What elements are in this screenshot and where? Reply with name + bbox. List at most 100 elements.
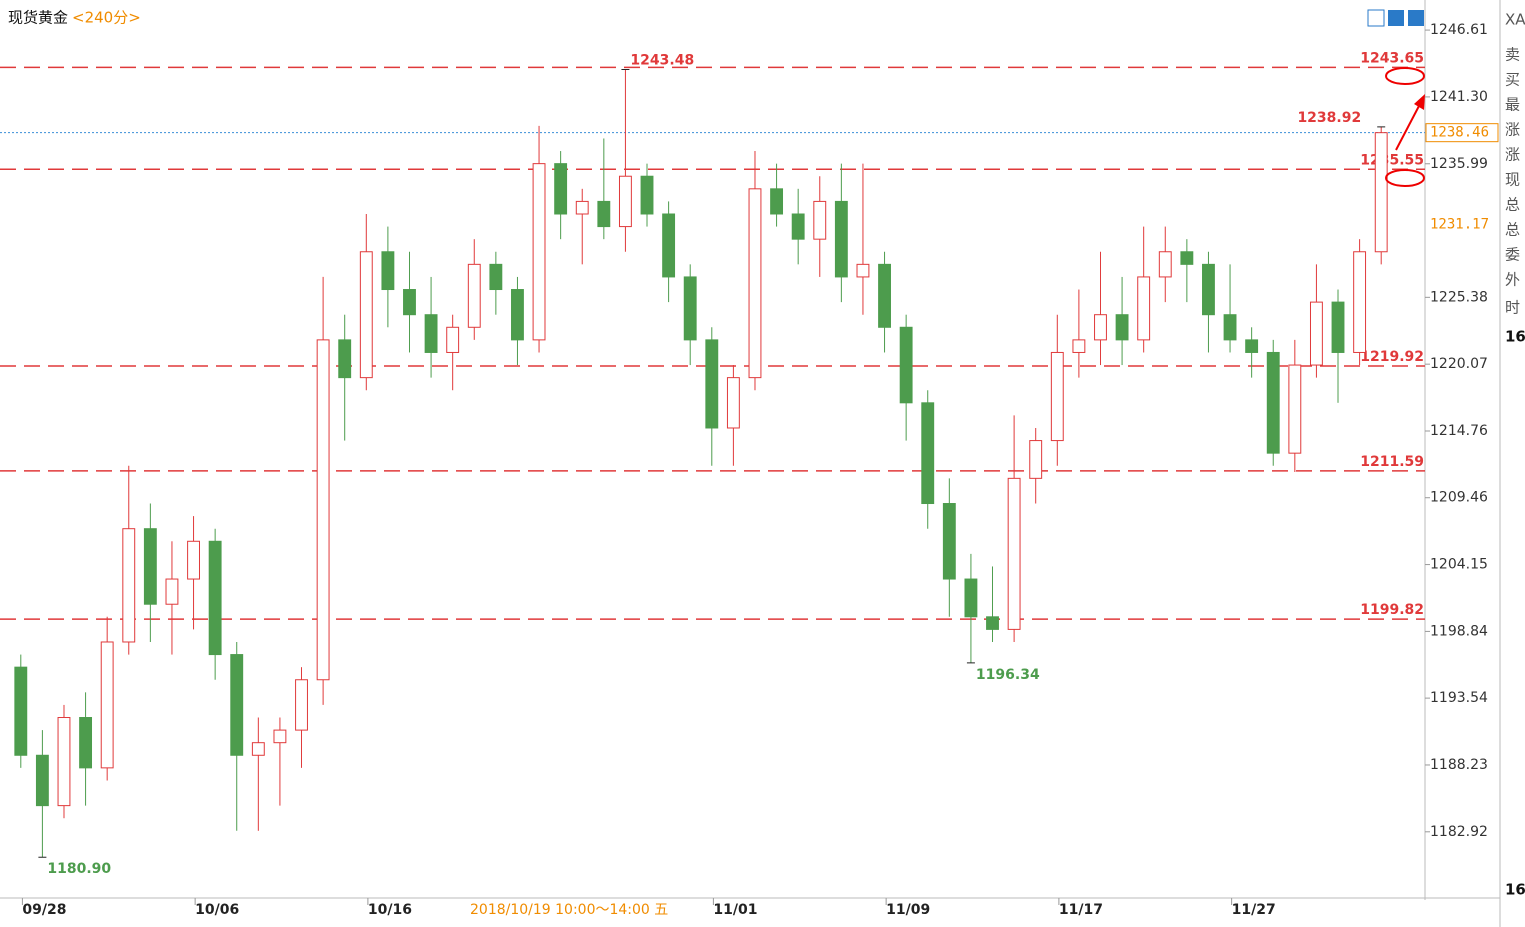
- level-label: 1199.82: [1360, 602, 1424, 618]
- candle-body: [79, 717, 93, 769]
- candle-body: [856, 263, 870, 278]
- candle-body: [403, 289, 416, 316]
- candle-body: [230, 654, 244, 756]
- y-tick-label: 1246.61: [1430, 22, 1488, 38]
- candle-body: [35, 754, 49, 807]
- y-tick-label: 1198.84: [1430, 623, 1488, 639]
- candle-body: [878, 263, 891, 328]
- candle-body: [791, 213, 805, 240]
- candle-body: [1331, 301, 1345, 353]
- toolbar: [1367, 9, 1424, 27]
- y-tick-label: 1188.23: [1430, 757, 1488, 773]
- sidebar-label: 总: [1505, 221, 1520, 239]
- candle-body: [813, 200, 827, 240]
- sidebar-label: 买: [1505, 71, 1520, 89]
- candle-body: [251, 742, 265, 756]
- x-tick-label: 11/27: [1232, 902, 1276, 918]
- candle-body: [705, 339, 719, 429]
- current-price-box: [1425, 123, 1499, 143]
- tool-button[interactable]: [1408, 10, 1424, 26]
- annotation-marks: [1385, 67, 1425, 187]
- y-tick-label: 1204.15: [1430, 557, 1488, 573]
- x-tick-label: 09/28: [22, 902, 66, 918]
- sidebar-label: 涨: [1505, 121, 1520, 139]
- candle-body: [187, 540, 200, 580]
- y-tick-label: 1225.38: [1430, 289, 1488, 305]
- candle-body: [1309, 301, 1323, 366]
- candle-body: [597, 200, 611, 228]
- level-label: 1243.65: [1360, 50, 1424, 66]
- candle-body: [1072, 339, 1086, 353]
- candle-body: [1115, 314, 1129, 341]
- y-tick-label: 1182.92: [1430, 824, 1488, 840]
- y-tick-label: 1220.07: [1430, 356, 1488, 372]
- candle-body: [618, 175, 632, 228]
- candle-body: [165, 578, 179, 605]
- candle-body: [381, 251, 395, 291]
- tool-button[interactable]: [1388, 10, 1404, 26]
- extreme-label: 1196.34: [976, 667, 1040, 683]
- sidebar-label: 委: [1505, 246, 1520, 264]
- x-tick-label: 10/06: [195, 902, 239, 918]
- candle-body: [1288, 364, 1302, 454]
- candle-body: [122, 528, 136, 643]
- candle-body: [14, 666, 28, 756]
- y-tick-label: 1241.30: [1430, 89, 1488, 105]
- y-tick-label: 1209.46: [1430, 490, 1488, 506]
- level-label: 1235.55: [1360, 152, 1424, 168]
- candle-body: [942, 503, 956, 580]
- chart-title: 现货黄金: [8, 9, 68, 27]
- candle-body: [532, 163, 546, 341]
- candle-body: [489, 263, 503, 291]
- candle-body: [446, 326, 460, 353]
- candle-body: [316, 339, 330, 681]
- candle-body: [143, 528, 157, 605]
- y-tick-label: 1235.99: [1430, 156, 1488, 172]
- candle-body: [1137, 276, 1151, 341]
- candle-body: [1029, 440, 1043, 479]
- period[interactable]: <240分>: [72, 9, 141, 27]
- extreme-label: 1238.92: [1297, 110, 1361, 126]
- candle-body: [57, 717, 71, 807]
- arrow-head: [1414, 94, 1425, 110]
- sidebar-label: 16: [1505, 328, 1525, 346]
- y-tick-label: 1193.54: [1430, 690, 1488, 706]
- tool-button[interactable]: [1367, 9, 1385, 27]
- candle-body: [1202, 263, 1215, 316]
- sidebar-label: 涨: [1505, 146, 1520, 164]
- sidebar-label: XA: [1505, 11, 1525, 29]
- sidebar-label: 最: [1505, 96, 1520, 114]
- candle-body: [1050, 351, 1064, 442]
- candle-body: [748, 188, 762, 379]
- candle-body: [554, 163, 568, 215]
- highlight-ellipse: [1385, 169, 1425, 187]
- candle-body: [683, 276, 697, 341]
- level-label: 1211.59: [1360, 454, 1424, 470]
- candle-body: [1266, 351, 1280, 454]
- candle-body: [424, 314, 438, 353]
- candle-body: [1353, 251, 1367, 353]
- x-tick-label: 11/01: [713, 902, 757, 918]
- candle-body: [1180, 251, 1194, 265]
- candle-body: [511, 289, 524, 341]
- candle-body: [338, 339, 352, 379]
- candle-body: [575, 200, 589, 215]
- highlight-ellipse: [1385, 67, 1425, 85]
- candle-body: [208, 540, 222, 656]
- candle-body: [359, 251, 373, 379]
- candle-body: [921, 402, 935, 505]
- candle-body: [100, 641, 114, 769]
- sidebar-label: 总: [1505, 196, 1520, 214]
- reference-price-label: 1231.17: [1430, 216, 1489, 232]
- candle-body: [899, 326, 913, 404]
- y-tick-label: 1214.76: [1430, 423, 1488, 439]
- candle-body: [964, 578, 978, 618]
- candle-body: [770, 188, 784, 215]
- candle-body: [1245, 339, 1259, 353]
- candle-body: [1223, 314, 1237, 341]
- candle-body: [273, 729, 287, 744]
- candle-body: [640, 175, 654, 215]
- candle-body: [467, 263, 481, 328]
- extreme-label: 1180.90: [47, 861, 111, 877]
